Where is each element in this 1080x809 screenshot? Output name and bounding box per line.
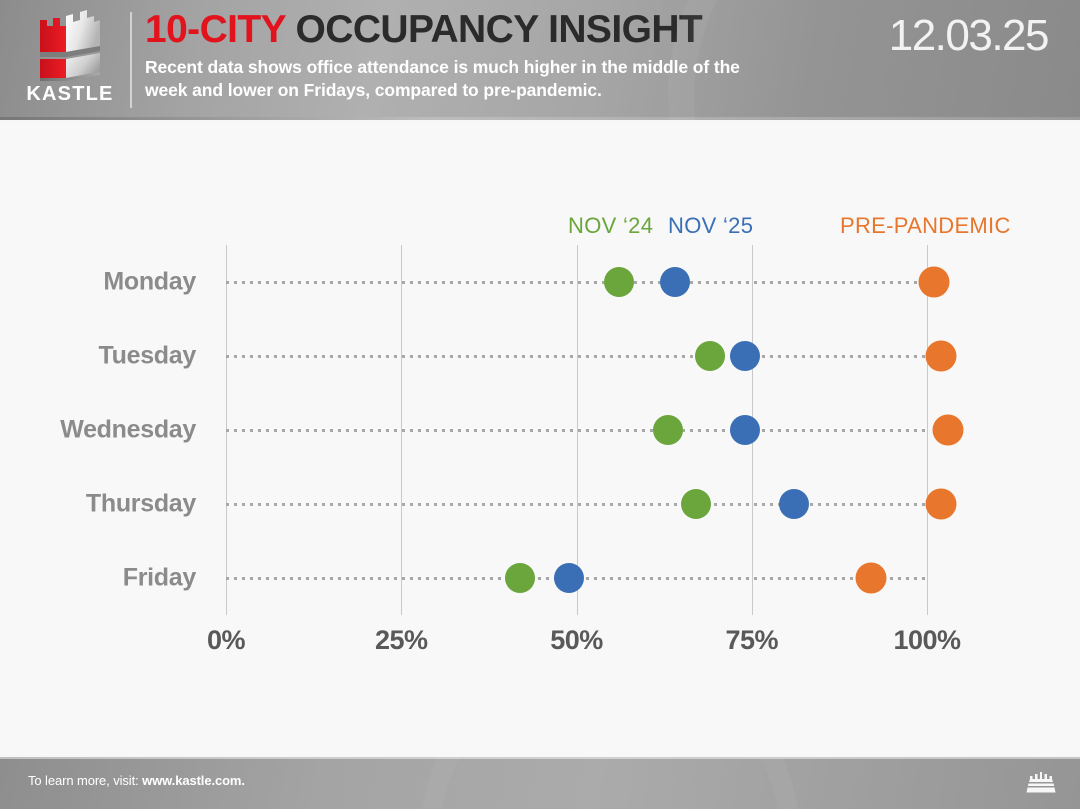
row-connector-line xyxy=(226,355,927,358)
page-header: KASTLE 10-CITY OCCUPANCY INSIGHT Recent … xyxy=(0,0,1080,120)
date-stamp: 12.03.25 xyxy=(888,11,1050,60)
data-point xyxy=(932,414,964,446)
chart-area: NOV ‘24 NOV ‘25 PRE-PANDEMIC Monday Tuesd… xyxy=(0,123,1080,755)
data-point xyxy=(729,415,760,445)
data-point xyxy=(925,340,957,372)
chart-legend: NOV ‘24 NOV ‘25 PRE-PANDEMIC xyxy=(0,213,1080,247)
legend-item-nov24: NOV ‘24 xyxy=(568,213,654,238)
header-bottom-edge xyxy=(0,117,1080,120)
castle-mark-icon xyxy=(1026,772,1056,793)
x-tick-label: 100% xyxy=(893,625,961,655)
row-connector-line xyxy=(226,281,927,284)
chart-plot: Monday Tuesday Wednesday Thursday Friday xyxy=(60,245,964,615)
data-point xyxy=(778,489,809,519)
row-connector-line xyxy=(226,503,927,506)
data-point xyxy=(680,489,711,519)
page-title-main: OCCUPANCY INSIGHT xyxy=(285,8,703,51)
data-point xyxy=(659,267,690,297)
row-label-thursday: Thursday xyxy=(85,489,196,518)
legend-item-pre-pandemic: PRE-PANDEMIC xyxy=(840,213,1011,238)
legend-item-nov25: NOV ‘25 xyxy=(668,213,754,238)
x-tick-label: 75% xyxy=(725,625,779,655)
x-tick-label: 25% xyxy=(374,625,428,655)
page-subtitle: Recent data shows office attendance is m… xyxy=(145,56,740,101)
footer-top-edge xyxy=(0,757,1080,759)
x-tick-label: 50% xyxy=(550,625,603,655)
data-point xyxy=(694,341,725,371)
brand-logo: KASTLE xyxy=(20,8,120,112)
footer-text: To learn more, visit: www.kastle.com. xyxy=(28,773,245,788)
row-label-friday: Friday xyxy=(122,563,197,592)
brand-wordmark: KASTLE xyxy=(26,83,114,105)
row-connector-line xyxy=(226,429,927,432)
data-point xyxy=(729,341,760,371)
footer-text-prefix: To learn more, visit: xyxy=(28,773,143,788)
page-footer: To learn more, visit: www.kastle.com. xyxy=(0,757,1080,809)
data-point xyxy=(925,488,957,520)
data-point xyxy=(554,563,585,593)
page-title-accent: 10-CITY xyxy=(145,8,286,51)
data-point xyxy=(603,267,634,297)
data-point xyxy=(855,562,887,594)
page-title: 10-CITY OCCUPANCY INSIGHT xyxy=(145,8,865,51)
title-block: 10-CITY OCCUPANCY INSIGHT Recent data sh… xyxy=(145,8,865,102)
row-label-tuesday: Tuesday xyxy=(98,341,197,370)
row-label-monday: Monday xyxy=(103,267,196,296)
data-point xyxy=(918,266,950,298)
header-divider xyxy=(130,12,132,108)
data-point xyxy=(652,415,683,445)
gridline-100 xyxy=(927,245,928,615)
chart-x-axis: 0% 25% 50% 75% 100% xyxy=(207,615,961,661)
castle-logo-icon xyxy=(40,10,100,81)
x-tick-label: 0% xyxy=(206,625,246,655)
data-point xyxy=(505,563,536,593)
footer-url-link[interactable]: www.kastle.com. xyxy=(142,773,245,788)
row-label-wednesday: Wednesday xyxy=(60,415,196,444)
